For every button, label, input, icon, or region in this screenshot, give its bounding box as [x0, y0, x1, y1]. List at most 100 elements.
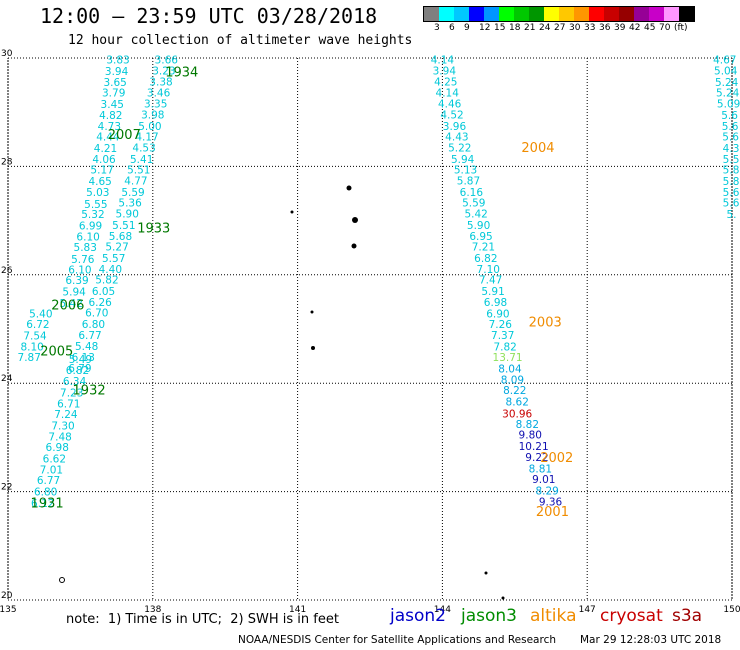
- wave-height-value: 5.59: [121, 187, 144, 199]
- colorbar-swatch: [574, 7, 589, 21]
- wave-height-value: 5.00: [138, 121, 161, 133]
- wave-height-value: 5.49: [69, 354, 92, 366]
- wave-height-value: 5.51: [127, 165, 150, 177]
- colorbar-swatch: [604, 7, 619, 21]
- wave-height-value: 4.40: [99, 264, 122, 276]
- wave-height-value: 8.22: [503, 385, 526, 397]
- pass-number-label: 1931: [31, 496, 64, 511]
- wave-height-value: 5.09: [717, 99, 740, 111]
- wave-height-value: 5.57: [102, 253, 125, 265]
- wave-height-value: 9.36: [539, 496, 563, 508]
- colorbar-label: 3: [434, 23, 440, 33]
- colorbar-label: 36: [599, 23, 611, 33]
- wave-height-value: 6.71: [57, 398, 80, 410]
- wave-height-value: 6.79: [68, 363, 91, 375]
- wave-height-value: 5.32: [81, 209, 104, 221]
- wave-height-value: 4.43: [445, 132, 468, 144]
- island-shape: [484, 571, 488, 575]
- chart-subtitle: 12 hour collection of altimeter wave hei…: [68, 33, 413, 48]
- wave-height-value: 8.09: [501, 374, 524, 386]
- wave-height-value: 30.96: [502, 409, 532, 421]
- wave-height-value: 5.6: [721, 110, 738, 122]
- island-outline: [59, 577, 65, 583]
- wave-height-value: 8.62: [506, 397, 529, 409]
- colorbar-label: 42: [629, 23, 641, 33]
- island-shape: [352, 217, 358, 223]
- wave-height-value: 5.41: [130, 154, 153, 166]
- y-tick-label: 20: [1, 591, 13, 601]
- x-tick-label: 141: [289, 605, 306, 615]
- wave-height-value: 3.45: [101, 99, 124, 111]
- wave-height-value: 6.82: [66, 365, 89, 377]
- wave-height-value: 4.65: [88, 176, 111, 188]
- wave-height-value: 4.77: [124, 175, 147, 187]
- wave-height-value: 5.82: [95, 275, 118, 287]
- credit-timestamp: Mar 29 12:28:03 UTC 2018: [580, 634, 722, 646]
- wave-height-value: 4.21: [94, 143, 117, 155]
- wave-height-value: 5.24: [716, 88, 740, 100]
- island-shape: [290, 210, 294, 214]
- x-tick-label: 150: [723, 605, 740, 615]
- colorbar-swatch: [634, 7, 649, 21]
- wave-height-value: 4.52: [440, 109, 463, 121]
- colorbar-label: 15: [494, 23, 506, 33]
- wave-height-value: 5.8: [723, 176, 740, 188]
- colorbar-label: 30: [569, 23, 581, 33]
- colorbar-swatch: [484, 7, 499, 21]
- wave-height-value: 6.10: [68, 264, 91, 276]
- wave-height-value: 5.51: [112, 220, 135, 232]
- wave-height-value: 7.47: [479, 275, 502, 287]
- wave-height-value: 6.10: [76, 231, 99, 243]
- colorbar-swatch: [529, 7, 544, 21]
- colorbar-swatch: [454, 7, 469, 21]
- x-tick-label: 144: [434, 605, 451, 615]
- wave-height-value: 6.26: [88, 297, 112, 309]
- wave-height-value: 4.06: [92, 154, 116, 166]
- wave-height-value: 7.23: [60, 387, 83, 399]
- wave-height-value: 6.80: [82, 319, 105, 331]
- pass-number-label: 2001: [536, 505, 569, 520]
- wave-height-value: 5.83: [74, 242, 97, 254]
- legend-s3a: s3a: [672, 606, 703, 626]
- colorbar-label: (ft): [674, 23, 688, 33]
- wave-height-value: 5.42: [60, 298, 83, 310]
- wave-height-value: 4.17: [135, 132, 158, 144]
- wave-height-value: 7.30: [51, 420, 74, 432]
- wave-height-value: 5.87: [457, 175, 480, 187]
- x-tick-label: 135: [0, 605, 17, 615]
- footer-note: note: 1) Time is in UTC; 2) SWH is in fe…: [66, 612, 339, 627]
- wave-height-value: 6.13: [72, 352, 95, 364]
- wave-height-value: 6.70: [85, 308, 108, 320]
- x-tick-label: 138: [144, 605, 161, 615]
- wave-height-value: 6.98: [46, 442, 69, 454]
- wave-height-value: 9.01: [532, 474, 555, 486]
- wave-height-value: 5.6: [723, 198, 740, 210]
- pass-number-label: 1934: [165, 66, 198, 81]
- pass-number-label: 2006: [51, 299, 84, 314]
- legend-cryosat: cryosat: [600, 606, 663, 626]
- wave-height-value: 3.46: [147, 88, 171, 100]
- island-shape: [311, 346, 315, 350]
- wave-height-value: 5.04: [714, 65, 738, 77]
- wave-height-value: 5.5: [723, 154, 740, 166]
- wave-height-value: 6.90: [486, 308, 509, 320]
- pass-number-label: 2003: [529, 315, 562, 330]
- wave-height-value: 3.35: [144, 99, 167, 111]
- wave-height-value: 9.22: [525, 452, 548, 464]
- wave-height-value: 7.21: [472, 242, 495, 254]
- y-tick-label: 28: [1, 157, 13, 167]
- chart-title: 12:00 — 23:59 UTC 03/28/2018: [40, 4, 378, 28]
- wave-height-value: 4.14: [431, 55, 455, 67]
- island-shape: [346, 185, 352, 191]
- wave-height-value: 6.80: [34, 487, 57, 499]
- wave-height-value: 4.82: [99, 110, 122, 122]
- wave-height-value: 4.14: [436, 88, 460, 100]
- wave-height-value: 5.: [727, 209, 737, 221]
- wave-height-value: 5.27: [105, 242, 128, 254]
- wave-height-value: 3.94: [105, 66, 129, 78]
- wave-height-value: 5.91: [481, 286, 504, 298]
- pass-number-label: 1932: [73, 384, 106, 399]
- colorbar-label: 9: [464, 23, 470, 33]
- wave-height-value: 3.83: [106, 55, 129, 67]
- wave-height-value: 6.72: [26, 319, 49, 331]
